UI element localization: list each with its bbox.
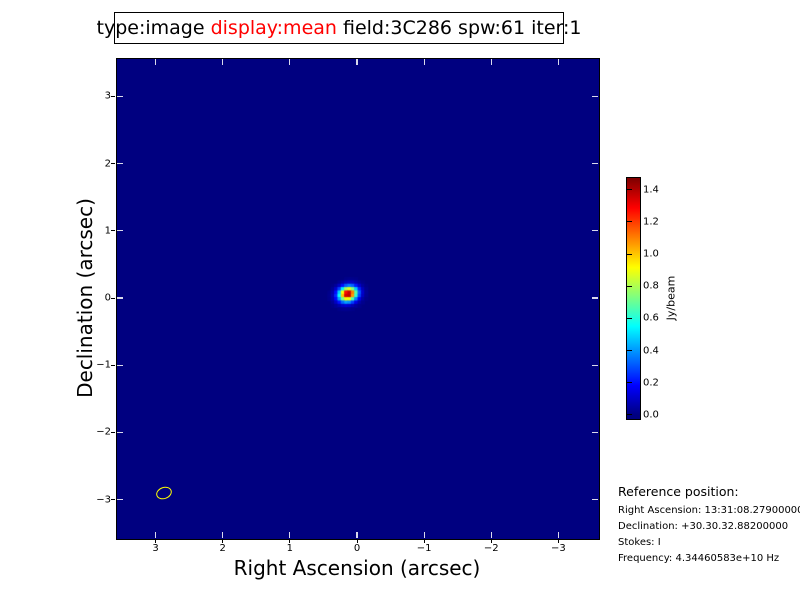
y-tick-mark-inner-right — [592, 364, 598, 366]
y-tick-label: 3 — [104, 90, 111, 102]
y-tick-mark-inner — [117, 297, 123, 299]
x-tick-mark — [222, 539, 224, 543]
x-tick-mark-inner — [557, 532, 559, 538]
colorbar-tick-mark — [627, 414, 632, 416]
beam-ellipse — [154, 484, 174, 502]
x-tick-mark — [356, 539, 358, 543]
reference-line: Frequency: 4.34460583e+10 Hz — [618, 553, 780, 564]
colorbar-tick-label: 1.0 — [643, 248, 659, 260]
x-tick-mark — [423, 539, 425, 543]
x-tick-mark-inner-top — [557, 59, 559, 65]
image-plot-area[interactable] — [116, 58, 600, 540]
y-tick-mark-inner — [117, 162, 123, 165]
colorbar-tick-label: 0.2 — [643, 377, 659, 389]
colorbar-tick-label: 0.0 — [643, 409, 659, 421]
colorbar-tick-label: 1.4 — [643, 184, 659, 196]
x-tick-label: −2 — [483, 543, 499, 554]
reference-line: Right Ascension: 13:31:08.27900000 — [618, 505, 800, 516]
reference-line: Declination: +30.30.32.88200000 — [618, 521, 789, 532]
y-tick-label: 2 — [104, 158, 111, 170]
y-tick-mark-inner-right — [592, 95, 598, 97]
reference-position-block: Reference position: Right Ascension: 13:… — [618, 484, 800, 569]
y-tick-label: −2 — [96, 426, 111, 438]
x-tick-label: −3 — [551, 543, 566, 554]
x-tick-label: 0 — [353, 543, 361, 554]
x-tick-mark-inner — [490, 532, 492, 538]
colorbar-tick-mark — [627, 382, 632, 384]
colorbar-tick-label: 0.4 — [643, 345, 659, 357]
x-tick-label: 2 — [219, 543, 226, 554]
x-tick-mark — [557, 539, 559, 543]
y-tick-mark-inner-right — [592, 499, 598, 501]
y-tick-mark-inner — [117, 431, 123, 434]
x-tick-mark-inner — [222, 532, 224, 538]
title-segment: type:image — [96, 17, 211, 39]
y-tick-mark — [111, 95, 115, 97]
x-tick-mark-inner-top — [155, 59, 157, 65]
y-tick-mark-inner — [117, 230, 123, 232]
colorbar-label: Jy/beam — [664, 275, 678, 321]
x-tick-mark-inner-top — [490, 59, 492, 65]
y-tick-mark — [111, 163, 115, 165]
x-tick-mark-inner — [289, 532, 291, 538]
x-tick-mark-inner — [155, 532, 157, 538]
y-tick-mark-inner — [117, 95, 123, 97]
colorbar-tick-label: 0.6 — [643, 312, 659, 324]
title-segment: display:mean — [210, 17, 337, 39]
y-tick-mark — [111, 431, 115, 433]
x-tick-mark — [155, 539, 157, 543]
colorbar — [626, 177, 641, 420]
x-tick-mark-inner-top — [289, 59, 291, 65]
y-tick-mark-inner-right — [592, 297, 598, 299]
x-tick-mark-inner-top — [356, 59, 358, 65]
y-tick-label: −1 — [96, 359, 111, 371]
y-tick-mark — [111, 297, 115, 299]
x-tick-mark — [490, 539, 492, 543]
x-tick-label: −1 — [416, 543, 432, 554]
colorbar-tick-mark — [627, 317, 632, 319]
reference-heading: Reference position: — [618, 484, 739, 499]
x-axis-label: Right Ascension (arcsec) — [233, 556, 481, 580]
title-segment: field:3C286 spw:61 iter:1 — [336, 17, 582, 39]
colorbar-tick-mark — [627, 221, 632, 223]
y-tick-mark-inner — [117, 364, 123, 366]
y-tick-mark-inner — [117, 499, 123, 501]
colorbar-tick-label: 1.2 — [643, 216, 659, 228]
colorbar-tick-mark — [627, 350, 632, 352]
x-tick-mark-inner — [423, 532, 425, 538]
reference-line: Stokes: I — [618, 537, 661, 548]
x-tick-label: 1 — [286, 543, 294, 554]
colorbar-tick-mark — [627, 285, 632, 287]
plot-title-box: type:image display:mean field:3C286 spw:… — [97, 12, 582, 44]
x-tick-mark-inner — [356, 532, 358, 538]
y-tick-mark-inner-right — [592, 162, 598, 165]
x-tick-label: 3 — [152, 543, 159, 554]
y-tick-mark — [111, 499, 115, 501]
source-blob — [314, 267, 382, 321]
y-tick-label: 1 — [104, 225, 111, 237]
y-tick-mark — [111, 230, 115, 232]
y-tick-mark — [111, 364, 115, 366]
y-tick-label: −3 — [96, 494, 111, 506]
x-tick-mark-inner-top — [423, 59, 425, 65]
x-tick-mark — [289, 539, 291, 543]
y-tick-mark-inner-right — [592, 230, 598, 232]
y-tick-label: 0 — [104, 292, 111, 304]
colorbar-tick-mark — [627, 189, 632, 191]
y-tick-mark-inner-right — [592, 431, 598, 434]
x-tick-mark-inner-top — [222, 59, 224, 65]
colorbar-tick-label: 0.8 — [643, 280, 659, 292]
colorbar-tick-mark — [627, 253, 632, 255]
